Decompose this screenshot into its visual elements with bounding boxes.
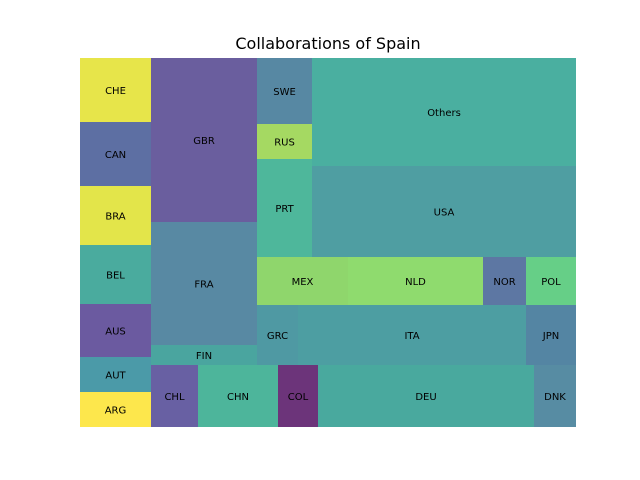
tile-label: NLD	[405, 277, 426, 288]
tile-label: CAN	[105, 150, 126, 161]
tile-mex: MEX	[257, 257, 348, 305]
tile-label: GRC	[267, 331, 288, 342]
tile-rect	[80, 392, 151, 427]
tile-label: CHL	[164, 392, 185, 403]
tile-label: BRA	[105, 212, 125, 223]
tile-label: FRA	[194, 280, 213, 291]
tile-dnk: DNK	[534, 365, 576, 427]
tile-rect	[80, 304, 151, 357]
tile-fra: FRA	[151, 222, 257, 345]
tile-label: FIN	[196, 351, 212, 362]
tile-can: CAN	[80, 122, 151, 186]
tile-gbr: GBR	[151, 58, 257, 222]
tile-label: NOR	[493, 277, 515, 288]
tile-label: POL	[541, 277, 561, 288]
tile-chn: CHN	[198, 365, 278, 427]
tile-rect	[298, 305, 526, 365]
tile-rect	[198, 365, 278, 427]
tile-rect	[348, 257, 483, 305]
tile-label: Others	[427, 108, 461, 119]
tile-rect	[257, 305, 298, 365]
tile-usa: USA	[312, 166, 576, 257]
tile-rect	[257, 257, 348, 305]
tile-pol: POL	[526, 257, 576, 305]
tile-label: AUS	[105, 327, 126, 338]
tile-che: CHE	[80, 58, 151, 122]
tile-label: CHE	[105, 86, 126, 97]
tile-rect	[257, 124, 312, 159]
tile-label: SWE	[273, 87, 296, 98]
tile-rect	[151, 345, 257, 365]
tile-grc: GRC	[257, 305, 298, 365]
chart-title: Collaborations of Spain	[235, 34, 420, 53]
tile-label: PRT	[275, 204, 294, 215]
tile-rus: RUS	[257, 124, 312, 159]
tile-nld: NLD	[348, 257, 483, 305]
tile-rect	[318, 365, 534, 427]
tile-prt: PRT	[257, 159, 312, 257]
tile-label: JPN	[542, 331, 559, 342]
treemap-tiles: ARG AUT AUS BEL BRA CAN CHE CHL CHN COL DEU DNK FIN F…	[80, 58, 576, 427]
tile-rect	[80, 186, 151, 245]
tile-nor: NOR	[483, 257, 526, 305]
tile-swe: SWE	[257, 58, 312, 124]
tile-rect	[526, 257, 576, 305]
tile-label: MEX	[292, 277, 314, 288]
tile-rect	[312, 58, 576, 166]
tile-rect	[151, 222, 257, 345]
tile-bel: BEL	[80, 245, 151, 304]
tile-fin: FIN	[151, 345, 257, 365]
tile-label: DNK	[544, 392, 566, 403]
tile-others: Others	[312, 58, 576, 166]
tile-rect	[312, 166, 576, 257]
tile-col: COL	[278, 365, 318, 427]
tile-rect	[151, 58, 257, 222]
tile-rect	[80, 245, 151, 304]
tile-label: AUT	[105, 371, 126, 382]
tile-rect	[257, 159, 312, 257]
tile-rect	[526, 305, 576, 365]
tile-rect	[278, 365, 318, 427]
tile-rect	[80, 357, 151, 392]
tile-arg: ARG	[80, 392, 151, 427]
tile-label: DEU	[415, 392, 436, 403]
tile-rect	[80, 122, 151, 186]
tile-rect	[151, 365, 198, 427]
tile-rect	[80, 58, 151, 122]
tile-aut: AUT	[80, 357, 151, 392]
tile-jpn: JPN	[526, 305, 576, 365]
tile-label: COL	[288, 392, 309, 403]
tile-rect	[257, 58, 312, 124]
tile-label: USA	[434, 208, 455, 219]
tile-deu: DEU	[318, 365, 534, 427]
tile-label: CHN	[227, 392, 249, 403]
tile-chl: CHL	[151, 365, 198, 427]
tile-label: RUS	[274, 138, 295, 149]
tile-aus: AUS	[80, 304, 151, 357]
tile-rect	[534, 365, 576, 427]
tile-label: ARG	[105, 406, 127, 417]
tile-label: ITA	[404, 331, 419, 342]
tile-ita: ITA	[298, 305, 526, 365]
tile-label: GBR	[193, 136, 215, 147]
tile-rect	[483, 257, 526, 305]
tile-label: BEL	[106, 271, 125, 282]
tile-bra: BRA	[80, 186, 151, 245]
